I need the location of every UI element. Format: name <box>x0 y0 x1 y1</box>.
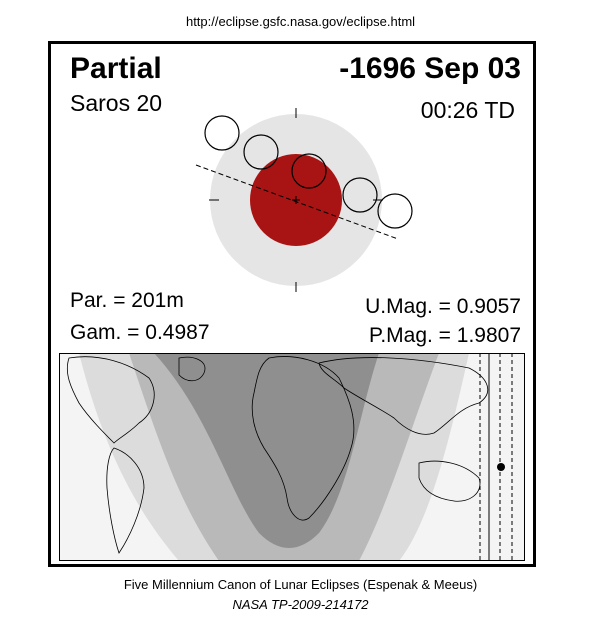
contact-lines <box>479 353 513 561</box>
moon-position-1 <box>204 115 240 151</box>
source-url[interactable]: http://eclipse.gsfc.nasa.gov/eclipse.htm… <box>185 14 416 29</box>
eclipse-date: -1696 Sep 03 <box>339 52 521 85</box>
canon-citation: Five Millennium Canon of Lunar Eclipses … <box>123 577 478 592</box>
moon-position-2 <box>243 134 279 170</box>
umbral-magnitude: U.Mag. = 0.9057 <box>365 295 521 318</box>
penumbral-duration: Par. = 201m <box>70 289 184 312</box>
eclipse-time: 00:26 TD <box>420 97 515 123</box>
center-ticks <box>209 108 383 292</box>
sub-lunar-point <box>497 463 505 471</box>
moon-position-5 <box>377 193 413 229</box>
publication-id: NASA TP-2009-214172 <box>232 597 369 612</box>
penumbral-magnitude: P.Mag. = 1.9807 <box>369 324 521 347</box>
moon-path-line <box>195 164 399 240</box>
eclipse-type: Partial <box>70 52 162 85</box>
eclipse-panel: Partial -1696 Sep 03 Saros 20 00:26 TD P… <box>48 41 536 567</box>
moon-position-3 <box>291 153 327 189</box>
visibility-map <box>59 353 525 561</box>
visibility-zone-dark <box>154 353 379 548</box>
coastlines <box>66 356 489 554</box>
moon-position-4 <box>342 177 378 213</box>
gamma-value: Gam. = 0.4987 <box>70 321 210 344</box>
shadow-diagram <box>195 108 413 292</box>
saros-label: Saros 20 <box>70 90 163 116</box>
